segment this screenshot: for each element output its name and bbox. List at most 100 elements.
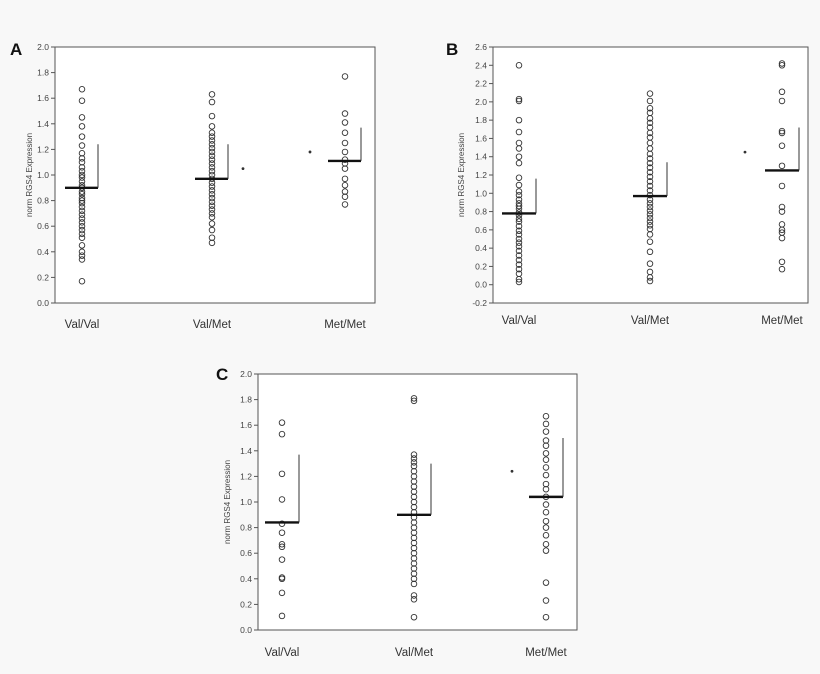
y-tick-label: 1.8 bbox=[37, 68, 49, 78]
data-point bbox=[78, 207, 86, 215]
data-point bbox=[208, 152, 216, 160]
data-point bbox=[646, 90, 654, 97]
data-point bbox=[410, 459, 418, 466]
category-label: Val/Met bbox=[193, 319, 232, 331]
data-point bbox=[646, 155, 654, 162]
category-label: Val/Met bbox=[395, 647, 434, 659]
data-point bbox=[78, 142, 86, 149]
data-point bbox=[515, 62, 523, 69]
data-point bbox=[278, 470, 286, 478]
data-point bbox=[341, 193, 349, 201]
data-point bbox=[78, 230, 86, 238]
data-point bbox=[78, 211, 86, 218]
data-point bbox=[410, 519, 418, 526]
data-point bbox=[278, 589, 286, 597]
data-point bbox=[515, 188, 523, 195]
data-point bbox=[78, 194, 86, 202]
data-point bbox=[278, 543, 286, 551]
y-tick-label: 0.4 bbox=[475, 243, 487, 253]
data-point bbox=[646, 222, 654, 229]
data-point bbox=[515, 191, 523, 199]
data-point bbox=[341, 148, 349, 156]
data-point bbox=[515, 231, 523, 238]
data-point bbox=[208, 129, 216, 137]
data-point bbox=[646, 150, 654, 158]
y-tick-label: 0.0 bbox=[37, 298, 49, 308]
data-point bbox=[341, 139, 349, 147]
data-point bbox=[78, 133, 86, 140]
data-point bbox=[778, 182, 786, 190]
data-point bbox=[341, 73, 349, 80]
data-point bbox=[410, 524, 418, 531]
data-point bbox=[278, 419, 286, 426]
data-point bbox=[78, 222, 86, 230]
data-point bbox=[410, 534, 418, 542]
data-point bbox=[778, 127, 786, 135]
panel-letter: C bbox=[216, 365, 228, 384]
data-point bbox=[410, 455, 418, 462]
data-point bbox=[410, 592, 418, 599]
data-point bbox=[78, 242, 86, 249]
y-tick-label: 1.4 bbox=[37, 119, 49, 129]
data-point bbox=[778, 62, 786, 69]
y-tick-label: 1.2 bbox=[240, 471, 252, 481]
panel-letter: A bbox=[10, 40, 22, 59]
plot-frame bbox=[257, 373, 578, 631]
y-axis-label: norm RGS4 Expression bbox=[457, 133, 466, 217]
data-point bbox=[778, 142, 786, 149]
data-point bbox=[542, 540, 550, 548]
data-point bbox=[78, 123, 86, 130]
data-point bbox=[542, 579, 550, 586]
data-point bbox=[78, 171, 86, 179]
data-point bbox=[646, 178, 654, 185]
data-point bbox=[646, 119, 654, 127]
data-point bbox=[542, 428, 550, 435]
data-point bbox=[778, 97, 786, 105]
data-point bbox=[542, 450, 550, 457]
data-point bbox=[410, 468, 418, 475]
data-point bbox=[78, 197, 86, 204]
data-point bbox=[778, 162, 786, 170]
y-tick-label: -0.2 bbox=[472, 298, 487, 308]
data-point bbox=[410, 473, 418, 480]
data-point bbox=[278, 430, 286, 438]
y-tick-label: 0.8 bbox=[37, 196, 49, 206]
data-point bbox=[208, 213, 216, 221]
data-point bbox=[410, 395, 418, 402]
data-point bbox=[78, 215, 86, 222]
data-point bbox=[646, 203, 654, 211]
data-point bbox=[78, 85, 86, 93]
data-point bbox=[341, 188, 349, 195]
data-point bbox=[208, 91, 216, 98]
data-point bbox=[78, 114, 86, 121]
data-point bbox=[78, 97, 86, 105]
marker-dot bbox=[241, 167, 245, 171]
data-point bbox=[410, 529, 418, 536]
data-point bbox=[341, 119, 349, 126]
data-point bbox=[542, 613, 550, 621]
data-point bbox=[515, 275, 523, 283]
data-point bbox=[646, 164, 654, 171]
data-point bbox=[410, 544, 418, 552]
data-point bbox=[515, 278, 523, 286]
data-point bbox=[208, 167, 216, 175]
panel-b: B -0.2 0.0 0.2 0.4 0.6 0.8 1.0 1.2 1.4 1.6 1.8 2.0 2.… bbox=[446, 40, 809, 327]
data-point bbox=[208, 234, 216, 241]
data-point bbox=[410, 462, 418, 470]
y-axis-label: norm RGS4 Expression bbox=[223, 460, 232, 544]
data-point bbox=[410, 397, 418, 405]
data-point bbox=[646, 218, 654, 225]
y-tick-label: 0.8 bbox=[240, 523, 252, 533]
data-point bbox=[515, 174, 523, 181]
marker-dot bbox=[308, 150, 312, 154]
y-tick-label: 0.4 bbox=[37, 247, 49, 257]
data-point bbox=[778, 234, 786, 242]
panel-letter: B bbox=[446, 40, 458, 59]
data-point bbox=[208, 183, 216, 190]
y-tick-label: 1.6 bbox=[475, 133, 487, 143]
data-point bbox=[515, 97, 523, 105]
data-point bbox=[341, 181, 349, 189]
data-point bbox=[410, 451, 418, 458]
data-point bbox=[208, 202, 216, 209]
